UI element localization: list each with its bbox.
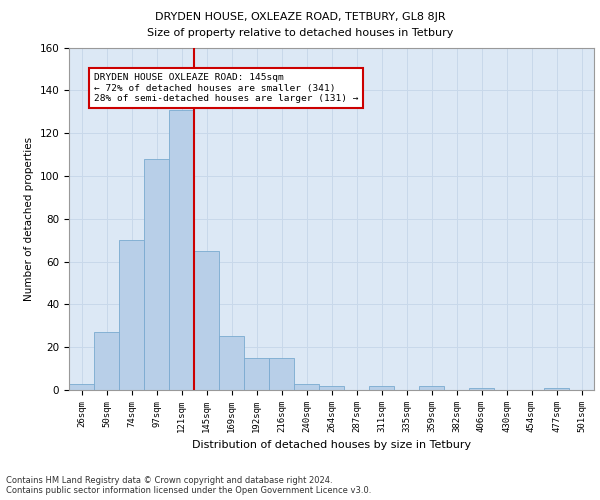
Bar	[469, 388, 494, 390]
Text: Contains HM Land Registry data © Crown copyright and database right 2024.
Contai: Contains HM Land Registry data © Crown c…	[6, 476, 371, 495]
Bar	[169, 110, 194, 390]
Bar	[319, 386, 344, 390]
Bar	[194, 251, 219, 390]
X-axis label: Distribution of detached houses by size in Tetbury: Distribution of detached houses by size …	[192, 440, 471, 450]
Text: Size of property relative to detached houses in Tetbury: Size of property relative to detached ho…	[147, 28, 453, 38]
Bar	[419, 386, 444, 390]
Bar	[294, 384, 319, 390]
Bar	[269, 358, 294, 390]
Text: DRYDEN HOUSE, OXLEAZE ROAD, TETBURY, GL8 8JR: DRYDEN HOUSE, OXLEAZE ROAD, TETBURY, GL8…	[155, 12, 445, 22]
Bar	[219, 336, 244, 390]
Bar	[544, 388, 569, 390]
Bar	[144, 159, 169, 390]
Bar	[69, 384, 94, 390]
Y-axis label: Number of detached properties: Number of detached properties	[24, 136, 34, 301]
Bar	[119, 240, 144, 390]
Bar	[94, 332, 119, 390]
Bar	[244, 358, 269, 390]
Text: DRYDEN HOUSE OXLEAZE ROAD: 145sqm
← 72% of detached houses are smaller (341)
28%: DRYDEN HOUSE OXLEAZE ROAD: 145sqm ← 72% …	[94, 73, 359, 103]
Bar	[369, 386, 394, 390]
